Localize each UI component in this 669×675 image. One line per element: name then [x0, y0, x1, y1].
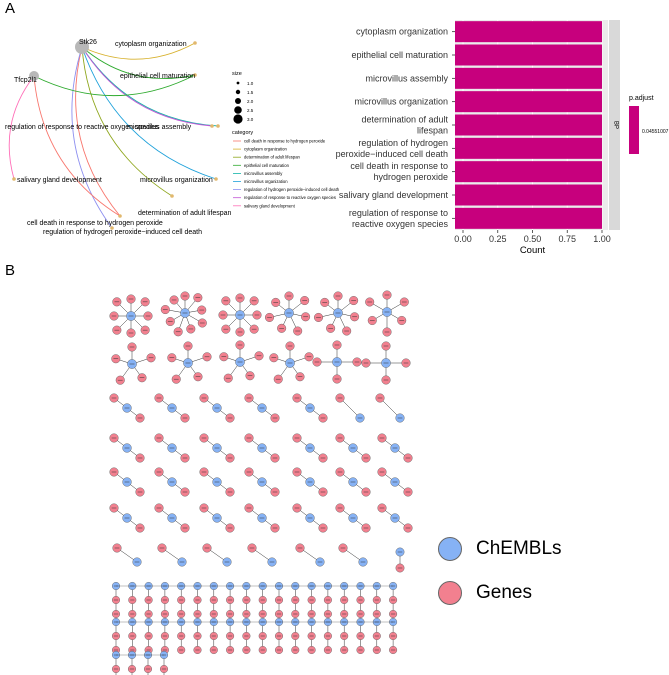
y-tick-label: determination of adult lifespan: [361, 115, 448, 136]
cnet-edge: [81, 46, 173, 197]
cnet-edge: [81, 46, 219, 127]
facet-strip: [609, 20, 620, 230]
category-node: [12, 177, 16, 181]
size-legend-dot: [235, 98, 241, 104]
size-legend-label: 1.5: [247, 90, 254, 95]
bar: [455, 21, 602, 43]
category-node: [170, 194, 174, 198]
y-tick-label: microvillus assembly: [365, 73, 448, 83]
category-node: [216, 124, 220, 128]
x-tick-label: 1.00: [593, 234, 611, 244]
category-node: [110, 226, 114, 230]
cnet-edge: [33, 75, 121, 217]
gene-dot-icon: [438, 581, 462, 605]
chembl-dot-icon: [438, 537, 462, 561]
x-tick-label: 0.25: [489, 234, 507, 244]
category-label: regulation of hydrogen peroxide−induced …: [43, 229, 202, 236]
bar: [455, 184, 602, 206]
category-legend-label: cytoplasm organization: [244, 147, 287, 152]
bar: [455, 44, 602, 66]
size-legend-label: 2.0: [247, 99, 254, 104]
y-tick-label: regulation of hydrogen peroxide−induced c…: [336, 138, 448, 159]
size-legend-label: 2.5: [247, 108, 254, 113]
network-edge: [379, 397, 401, 419]
bar: [455, 207, 602, 229]
gene-hub-label: Tfcp2l1: [14, 77, 37, 84]
category-legend-label: microvillus assembly: [244, 171, 283, 176]
cnet-edge: [33, 74, 196, 97]
panel-label-a: A: [5, 0, 16, 17]
cnet-edges: [8, 42, 219, 229]
category-legend-label: epithelial cell maturation: [244, 163, 290, 168]
legend-chembl: ChEMBLs: [438, 534, 562, 564]
x-tick-label: 0.00: [454, 234, 472, 244]
bar: [455, 137, 602, 159]
facet-label: BP: [613, 121, 619, 129]
category-legend-label: microvillus organization: [244, 179, 288, 184]
gene-hub-node: [29, 71, 39, 81]
category-label: regulation of response to reactive oxyge…: [5, 124, 159, 131]
category-label: determination of adult lifespan: [138, 210, 231, 217]
x-axis-title: Count: [520, 245, 546, 256]
category-node: [210, 124, 214, 128]
category-legend-label: regulation of response to reactive oxyge…: [244, 195, 336, 200]
category-node: [118, 214, 122, 218]
x-tick-label: 0.75: [558, 234, 576, 244]
category-label: microvillus assembly: [127, 124, 192, 131]
category-node: [193, 41, 197, 45]
size-legend-dot: [236, 81, 240, 85]
category-label: salivary gland development: [17, 177, 102, 184]
cnet-edge: [71, 46, 113, 229]
bar: [455, 91, 602, 113]
cnet-edge: [8, 75, 35, 180]
cnet-edge: [81, 46, 196, 80]
y-tick-label: cell death in response to hydrogen peroxi…: [350, 161, 448, 182]
x-tick-label: 0.50: [524, 234, 542, 244]
gene-hub-node: [75, 40, 89, 54]
category-node: [214, 177, 218, 181]
size-legend-dot: [233, 114, 243, 124]
cnet-edge: [75, 46, 121, 217]
size-legend-title: size: [232, 71, 242, 77]
legend-genes-label: Genes: [476, 582, 532, 603]
cnet-edge: [81, 46, 217, 180]
category-legend-label: regulation of hydrogen peroxide−induced …: [244, 187, 340, 192]
y-tick-label: microvillus organization: [354, 97, 448, 107]
category-legend-label: cell death in response to hydrogen perox…: [244, 139, 326, 144]
category-label: epithelial cell maturation: [120, 73, 195, 80]
cnet-edge: [81, 46, 213, 127]
y-tick-label: salivary gland development: [339, 190, 449, 200]
size-legend-dot: [234, 106, 242, 114]
size-legend-label: 1.0: [247, 81, 254, 86]
network-edge: [339, 397, 361, 419]
size-legend-dot: [235, 89, 241, 95]
gene-hub-label: Stk26: [79, 39, 97, 46]
legend-colorbar: [629, 106, 639, 154]
network-legend: ChEMBLs Genes: [438, 534, 562, 622]
legend-genes: Genes: [438, 578, 562, 608]
y-tick-label: cytoplasm organization: [356, 27, 448, 37]
legend-title: p.adjust: [629, 95, 654, 102]
category-node: [193, 73, 197, 77]
y-tick-label: regulation of response to reactive oxygen…: [349, 208, 449, 229]
category-legend-label: salivary gland development: [244, 203, 296, 208]
legend-value-label: 0.04551007: [642, 129, 669, 135]
category-label: microvillus organization: [140, 177, 213, 184]
legend-chembl-label: ChEMBLs: [476, 538, 562, 559]
bar: [455, 114, 602, 136]
bar: [455, 161, 602, 183]
y-tick-label: epithelial cell maturation: [351, 50, 448, 60]
cnet-edge: [81, 42, 196, 60]
size-legend-label: 3.0: [247, 117, 254, 122]
panel-label-b: B: [5, 262, 16, 279]
category-legend-label: determination of adult lifespan: [244, 155, 301, 160]
category-label: cell death in response to hydrogen perox…: [27, 220, 163, 227]
category-legend-title: category: [232, 130, 253, 136]
category-label: cytoplasm organization: [115, 41, 187, 48]
bar: [455, 67, 602, 89]
